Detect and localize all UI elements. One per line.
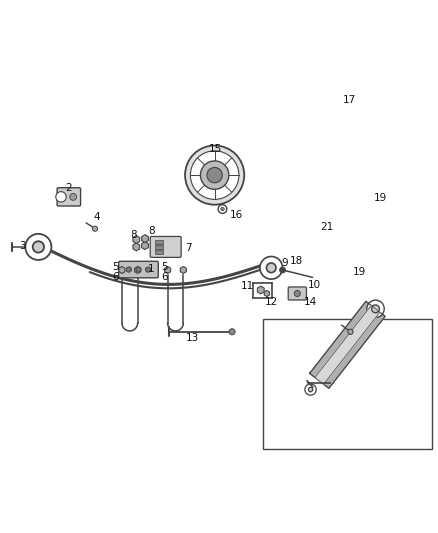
Circle shape <box>305 384 316 395</box>
Text: 12: 12 <box>265 297 278 307</box>
Text: 19: 19 <box>353 266 366 277</box>
Circle shape <box>229 329 235 335</box>
Polygon shape <box>141 235 148 243</box>
Circle shape <box>266 263 276 272</box>
FancyBboxPatch shape <box>119 261 158 278</box>
Circle shape <box>136 267 141 272</box>
Circle shape <box>191 151 239 199</box>
Text: 10: 10 <box>308 280 321 290</box>
Circle shape <box>348 329 353 334</box>
Text: 15: 15 <box>209 144 222 154</box>
Circle shape <box>279 267 286 273</box>
Text: 13: 13 <box>186 333 200 343</box>
Circle shape <box>260 256 283 279</box>
Text: 6: 6 <box>112 271 119 281</box>
Text: 8: 8 <box>130 230 137 240</box>
Circle shape <box>126 267 131 272</box>
Text: 19: 19 <box>374 193 387 203</box>
FancyBboxPatch shape <box>150 237 181 257</box>
Circle shape <box>367 300 384 318</box>
Text: 2: 2 <box>66 183 72 193</box>
Circle shape <box>201 161 229 189</box>
Polygon shape <box>133 243 140 251</box>
Polygon shape <box>119 266 125 273</box>
Polygon shape <box>310 301 385 389</box>
Text: 11: 11 <box>240 281 254 291</box>
Bar <box>155 245 163 249</box>
Text: 16: 16 <box>230 210 243 220</box>
Text: 7: 7 <box>185 243 192 253</box>
Circle shape <box>92 226 98 231</box>
Bar <box>262 319 432 449</box>
Text: 21: 21 <box>320 222 334 232</box>
Text: 5: 5 <box>161 262 168 271</box>
Circle shape <box>371 305 379 313</box>
Circle shape <box>221 207 224 211</box>
Circle shape <box>207 167 223 183</box>
Bar <box>155 250 163 254</box>
Polygon shape <box>258 286 264 294</box>
Text: 14: 14 <box>304 297 317 307</box>
Polygon shape <box>180 266 186 273</box>
Circle shape <box>145 267 151 272</box>
Circle shape <box>56 192 66 202</box>
Polygon shape <box>134 266 141 273</box>
Circle shape <box>70 193 77 200</box>
Polygon shape <box>141 241 148 249</box>
Circle shape <box>25 234 51 260</box>
Circle shape <box>33 241 44 253</box>
FancyBboxPatch shape <box>288 287 307 300</box>
Text: 1: 1 <box>148 264 155 273</box>
Polygon shape <box>264 290 269 296</box>
Polygon shape <box>133 236 140 244</box>
Text: 6: 6 <box>161 271 168 281</box>
Text: 5: 5 <box>112 262 119 271</box>
Circle shape <box>294 290 300 296</box>
Text: 9: 9 <box>281 258 288 268</box>
Circle shape <box>185 146 244 205</box>
Text: 18: 18 <box>290 256 303 266</box>
Polygon shape <box>315 305 380 384</box>
Text: 4: 4 <box>93 212 99 222</box>
Text: 3: 3 <box>19 240 25 251</box>
Circle shape <box>308 387 313 392</box>
Circle shape <box>218 205 227 213</box>
FancyBboxPatch shape <box>57 188 81 206</box>
Text: 8: 8 <box>148 226 155 236</box>
Bar <box>155 239 163 244</box>
Polygon shape <box>165 266 171 273</box>
Text: 17: 17 <box>343 95 356 105</box>
